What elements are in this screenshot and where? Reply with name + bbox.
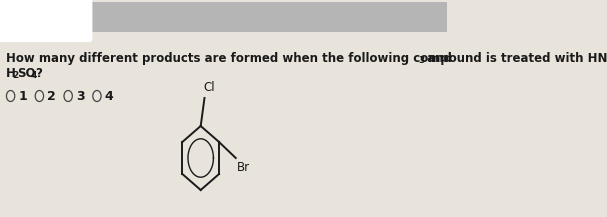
Text: SO: SO [16, 67, 35, 80]
Text: and: and [422, 52, 452, 65]
Text: How many different products are formed when the following compound is treated wi: How many different products are formed w… [6, 52, 607, 65]
Text: ?: ? [36, 67, 42, 80]
Text: 4: 4 [104, 90, 114, 104]
Text: 4: 4 [31, 71, 38, 80]
Text: Cl: Cl [203, 81, 215, 94]
Text: 2: 2 [12, 71, 18, 80]
FancyBboxPatch shape [0, 0, 92, 42]
FancyBboxPatch shape [89, 2, 447, 32]
Text: 3: 3 [76, 90, 84, 104]
Text: Br: Br [237, 161, 250, 174]
Text: H: H [6, 67, 16, 80]
Text: 2: 2 [47, 90, 56, 104]
Text: 3: 3 [418, 56, 424, 65]
Text: 1: 1 [18, 90, 27, 104]
